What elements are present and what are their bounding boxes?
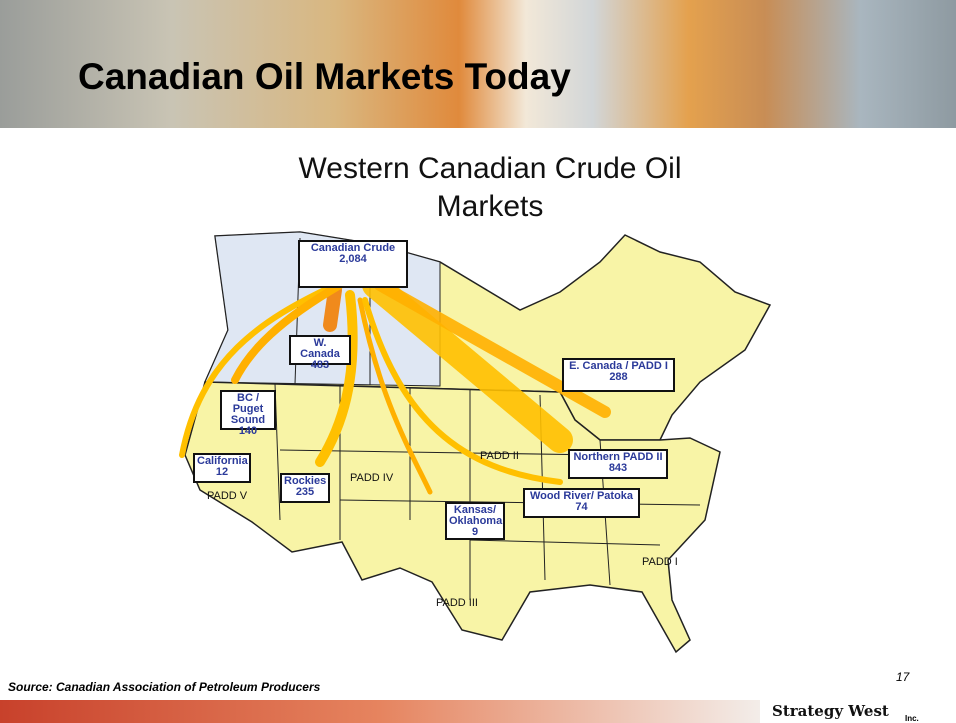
node-value: 235 [295,486,315,498]
footer-band [0,700,760,723]
header-band [0,0,956,128]
node-value: 140 [238,425,258,437]
node: Rockies 235 [280,473,330,503]
node: Northern PADD II 843 [568,449,668,479]
node-value: 2,084 [339,253,367,265]
node: Kansas/ Oklahoma 9 [445,502,505,540]
node-label: E. Canada / PADD I [569,360,668,372]
node-value: 9 [471,526,479,538]
node-label: Wood River/ Patoka [529,490,634,502]
logo: Strategy West [772,702,889,720]
region-label: PADD I [642,556,678,568]
logo-sub: Inc. [905,714,919,723]
node-value: 74 [575,501,588,513]
node-value: 288 [609,371,628,383]
node-value: 12 [215,466,229,478]
region-label: PADD V [207,490,248,502]
node: Canadian Crude 2,084 [298,240,408,288]
node-label: Rockies [284,475,327,487]
source-note: Source: Canadian Association of Petroleu… [8,680,321,694]
region-label: PADD IV [350,472,394,484]
node-label: California [197,455,248,467]
region-label: PADD II [480,450,519,462]
slide-title: Canadian Oil Markets Today [78,56,571,97]
node-label: BC / Puget Sound [230,392,266,426]
state-lines [274,383,701,600]
map-title: Western Canadian Crude Oil Markets [298,152,682,223]
node: California 12 [193,453,251,483]
node: Wood River/ Patoka 74 [523,488,640,518]
node-label: W. Canada [300,337,340,360]
node: W. Canada 483 [289,335,351,371]
region-label: PADD III [436,597,478,609]
node-label: Northern PADD II [573,451,663,463]
node-value: 483 [310,359,330,371]
node: E. Canada / PADD I 288 [562,358,675,392]
node-value: 843 [608,462,628,474]
node-label: Kansas/ Oklahoma [449,504,503,527]
node-label: Canadian Crude [310,242,396,254]
node: BC / Puget Sound 140 [220,390,276,437]
page-number: 17 [896,670,910,684]
